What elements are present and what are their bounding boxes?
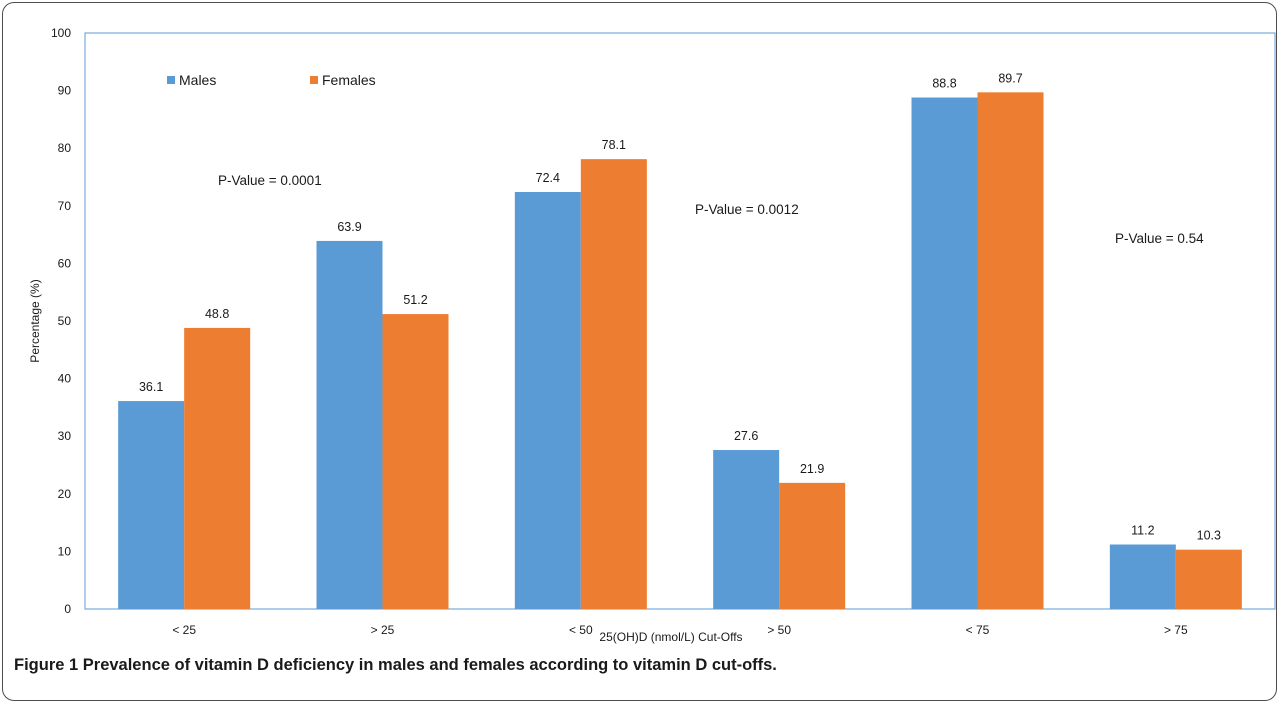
p-value-annotation: P-Value = 0.0012 <box>695 202 799 217</box>
caption-text: Prevalence of vitamin D deficiency in ma… <box>78 656 777 674</box>
data-label-males: 36.1 <box>139 380 163 394</box>
y-axis-label: Percentage (%) <box>28 279 42 362</box>
caption-label: Figure 1 <box>14 656 79 674</box>
bar-males-4 <box>911 97 978 610</box>
data-label-females: 78.1 <box>602 138 626 152</box>
x-tick-label: > 75 <box>1164 623 1188 637</box>
data-label-females: 21.9 <box>800 462 824 476</box>
bar-males-2 <box>514 191 581 609</box>
bar-females-4 <box>977 92 1044 609</box>
data-label-males: 63.9 <box>337 220 361 234</box>
x-tick-label: < 25 <box>172 623 196 637</box>
x-axis-label: 25(OH)D (nmol/L) Cut-Offs <box>599 630 742 644</box>
legend-label-females: Females <box>322 72 376 88</box>
y-tick-label: 0 <box>64 602 71 616</box>
bar-males-1 <box>316 240 383 609</box>
y-tick-label: 90 <box>58 84 72 98</box>
y-tick-label: 30 <box>58 429 72 443</box>
y-tick-label: 40 <box>58 372 72 386</box>
y-tick-label: 70 <box>58 199 72 213</box>
data-label-males: 11.2 <box>1131 523 1154 537</box>
bar-males-0 <box>118 401 185 609</box>
bar-females-5 <box>1175 549 1242 609</box>
data-label-males: 88.8 <box>932 77 956 91</box>
p-value-annotation: P-Value = 0.0001 <box>218 173 322 188</box>
x-tick-label: > 50 <box>767 623 791 637</box>
p-value-annotation: P-Value = 0.54 <box>1115 231 1204 246</box>
x-tick-label: > 25 <box>371 623 395 637</box>
x-tick-label: < 75 <box>966 623 990 637</box>
bar-females-2 <box>580 159 647 610</box>
y-tick-label: 10 <box>58 544 72 558</box>
data-label-females: 48.8 <box>205 307 229 321</box>
bar-females-0 <box>184 327 251 609</box>
data-label-males: 72.4 <box>536 171 560 185</box>
bar-males-5 <box>1109 544 1176 609</box>
y-tick-label: 20 <box>58 487 72 501</box>
data-label-males: 27.6 <box>734 429 758 443</box>
legend-swatch-males <box>167 76 175 84</box>
bar-females-1 <box>382 314 449 609</box>
legend-swatch-females <box>310 76 318 84</box>
y-tick-label: 60 <box>58 256 72 270</box>
y-tick-label: 100 <box>51 26 71 40</box>
y-tick-label: 50 <box>58 314 72 328</box>
bar-females-3 <box>779 482 846 609</box>
legend-label-males: Males <box>179 72 216 88</box>
bar-males-3 <box>713 450 780 609</box>
x-tick-label: < 50 <box>569 623 593 637</box>
data-label-females: 10.3 <box>1197 529 1221 543</box>
plot-area-border <box>84 32 1276 610</box>
figure-caption: Figure 1 Prevalence of vitamin D deficie… <box>14 656 777 675</box>
y-tick-label: 80 <box>58 141 72 155</box>
bar-chart: 0 10 20 30 40 50 60 70 80 90 100 Percentage (%) 25(O… <box>28 26 1276 644</box>
data-label-females: 51.2 <box>403 293 427 307</box>
data-label-females: 89.7 <box>998 71 1022 85</box>
